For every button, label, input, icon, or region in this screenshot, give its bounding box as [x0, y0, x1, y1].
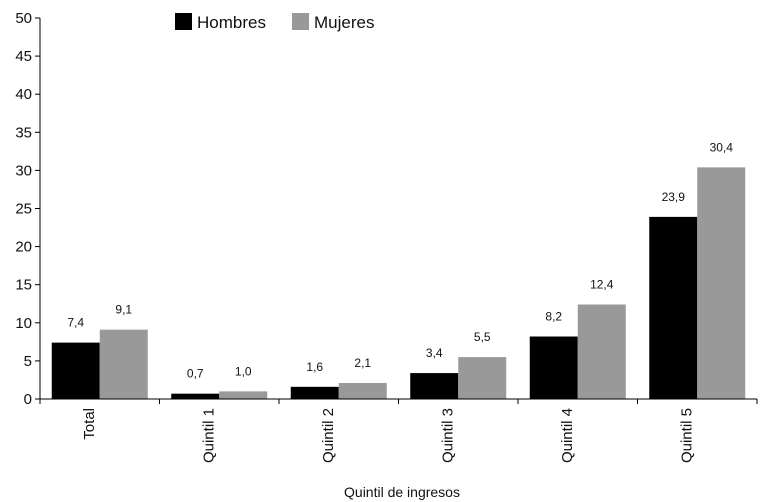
x-tick-label: Quintil 5	[678, 408, 695, 463]
bar-mujeres-0	[99, 329, 148, 399]
legend-label-mujeres: Mujeres	[314, 13, 374, 32]
data-label-hombres-0: 7,4	[67, 316, 84, 330]
data-label-mujeres-2: 2,1	[354, 356, 371, 370]
y-tick-label: 45	[15, 48, 32, 65]
data-label-hombres-5: 23,9	[662, 190, 686, 204]
data-label-mujeres-4: 12,4	[590, 278, 614, 292]
data-label-mujeres-3: 5,5	[474, 330, 491, 344]
bar-hombres-0	[51, 342, 100, 399]
legend-swatch-mujeres	[292, 13, 309, 30]
y-tick-label: 10	[15, 315, 32, 332]
data-label-hombres-3: 3,4	[426, 346, 443, 360]
bar-hombres-1	[171, 393, 220, 399]
y-tick-label: 5	[24, 353, 32, 370]
data-label-mujeres-0: 9,1	[115, 303, 132, 317]
data-label-mujeres-1: 1,0	[235, 364, 252, 378]
y-tick-label: 20	[15, 239, 32, 256]
bar-mujeres-1	[219, 391, 268, 399]
y-tick-label: 35	[15, 124, 32, 141]
bars	[51, 167, 746, 399]
data-label-hombres-2: 1,6	[306, 360, 323, 374]
bar-mujeres-2	[338, 382, 387, 399]
y-axis: 0 5 10 15 20 25 30 35 40 45 50	[15, 10, 41, 408]
x-tick-label: Quintil 2	[320, 408, 337, 463]
y-tick-label: 25	[15, 201, 32, 218]
x-axis: Total Quintil 1 Quintil 2 Quintil 3 Quintil …	[39, 398, 758, 463]
bar-mujeres-5	[697, 167, 746, 399]
x-tick-label: Quintil 1	[200, 408, 217, 463]
bar-mujeres-3	[458, 357, 507, 399]
y-tick-label: 40	[15, 86, 32, 103]
y-tick-label: 0	[24, 391, 32, 408]
bar-mujeres-4	[577, 304, 626, 399]
x-tick-label: Total	[81, 408, 98, 440]
x-tick-label: Quintil 4	[559, 408, 576, 463]
legend: Hombres Mujeres	[175, 13, 374, 32]
y-tick-label: 30	[15, 162, 32, 179]
bar-hombres-3	[410, 373, 459, 399]
bar-hombres-4	[529, 336, 578, 399]
bar-hombres-5	[649, 216, 698, 399]
y-tick-label: 50	[15, 10, 32, 27]
data-labels: 7,4 9,1 0,7 1,0 1,6 2,1 3,4 5,5 8,2 12,4 23,9 30,4	[67, 140, 733, 380]
data-label-hombres-4: 8,2	[545, 310, 562, 324]
legend-label-hombres: Hombres	[197, 13, 266, 32]
y-tick-label: 15	[15, 277, 32, 294]
data-label-mujeres-5: 30,4	[710, 140, 734, 154]
data-label-hombres-1: 0,7	[187, 367, 204, 381]
bar-hombres-2	[290, 386, 339, 399]
legend-swatch-hombres	[175, 13, 192, 30]
x-tick-label: Quintil 3	[439, 408, 456, 463]
x-axis-title: Quintil de ingresos	[344, 484, 460, 500]
